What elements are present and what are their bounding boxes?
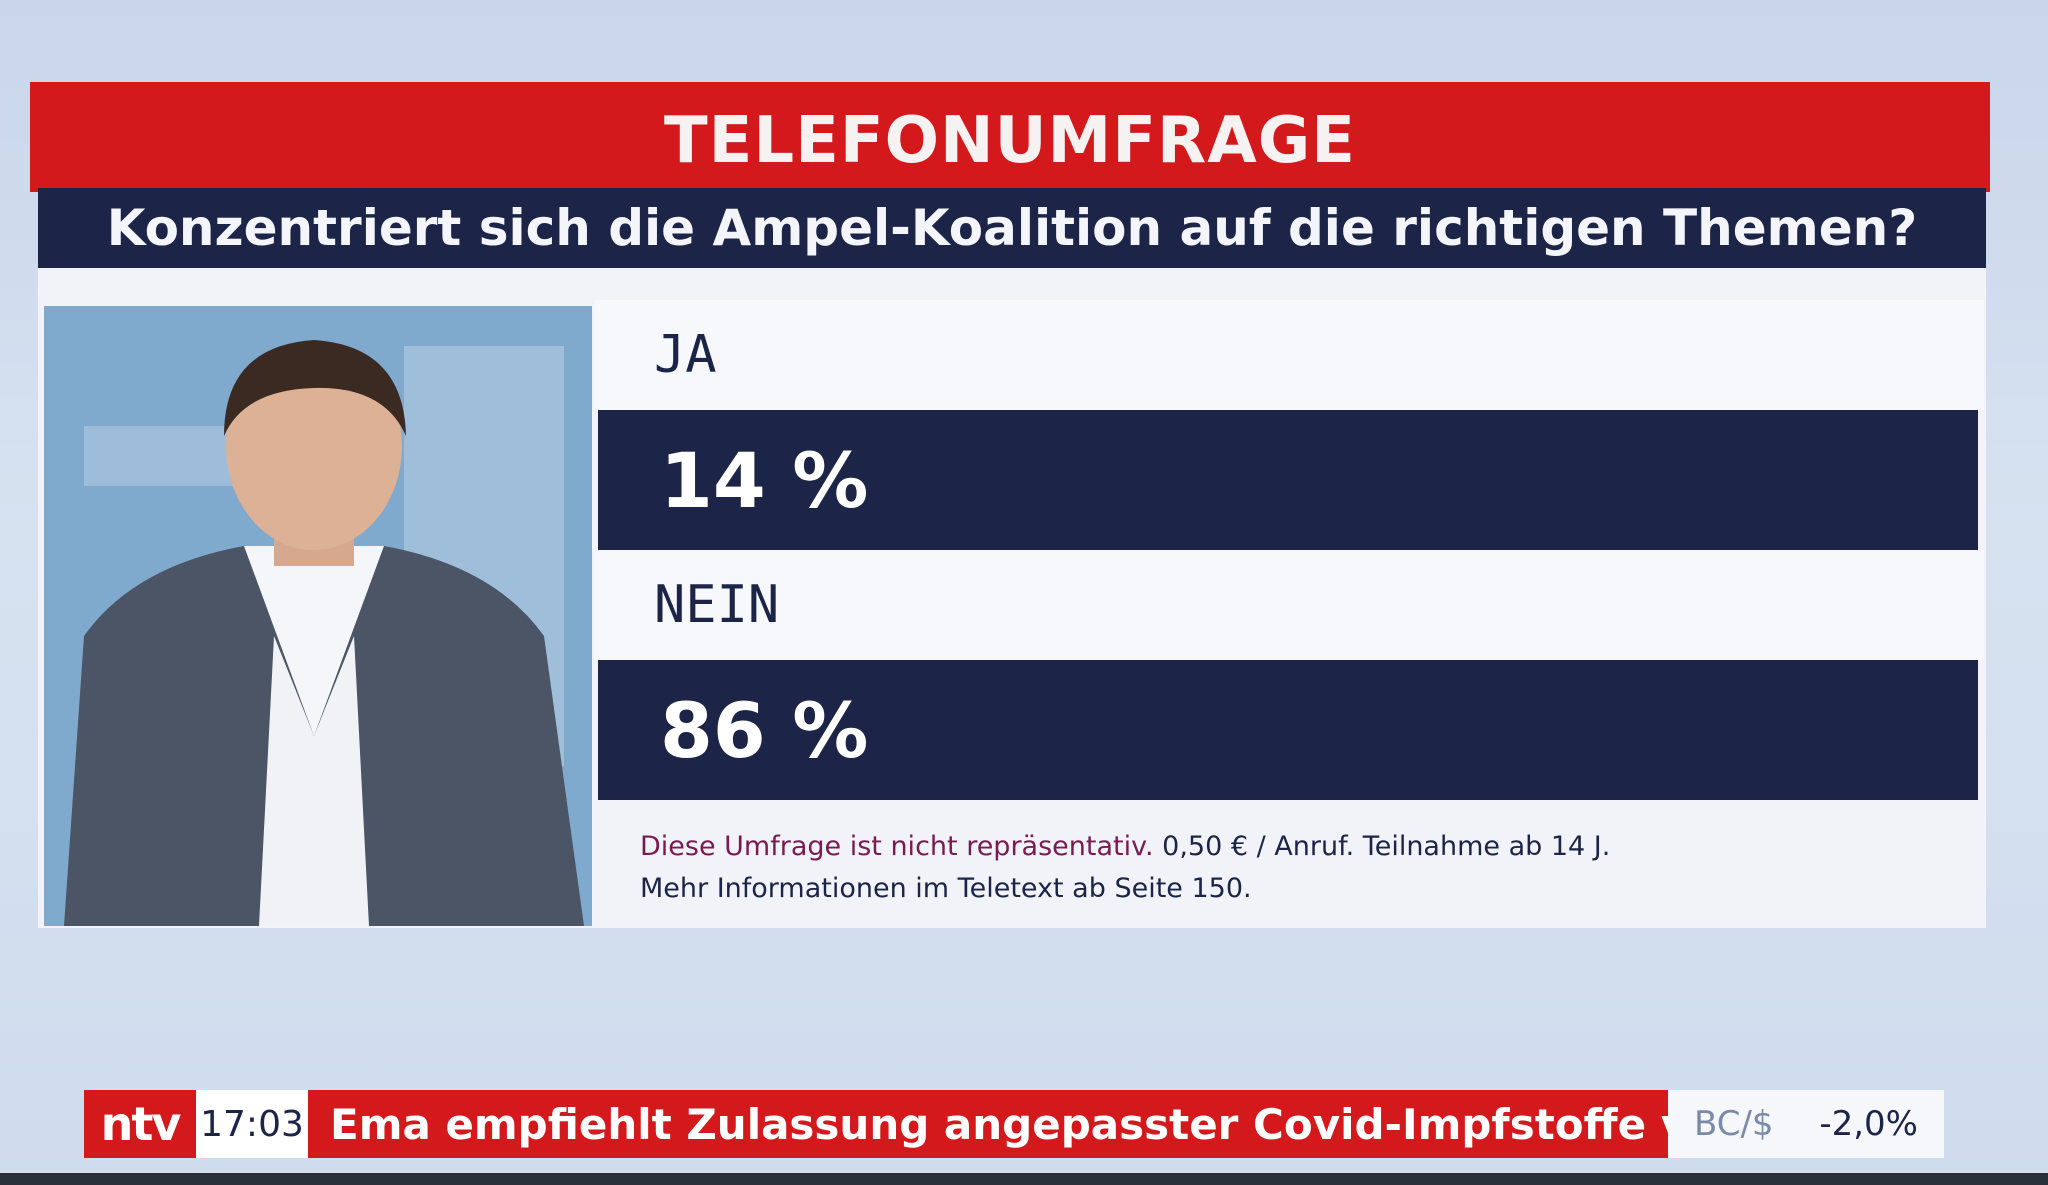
ntv-logo: ntv [84, 1090, 196, 1158]
screen-bezel [0, 1173, 2048, 1185]
option-label-ja: JA [654, 325, 717, 385]
disclaimer-rest: 0,50 € / Anruf. Teilnahme ab 14 J. [1153, 831, 1611, 862]
presenter-illustration [44, 306, 592, 926]
market-symbol: BC/$ [1694, 1104, 1774, 1144]
poll-question: Konzentriert sich die Ampel-Koalition au… [106, 199, 1918, 257]
option-fill-ja [598, 410, 792, 550]
option-bar-ja: 14 % [598, 410, 1978, 550]
option-value-ja: 14 % [660, 435, 869, 525]
poll-title: TELEFONUMFRAGE [664, 104, 1356, 178]
disclaimer-line-1: Diese Umfrage ist nicht repräsentativ. 0… [640, 826, 1940, 868]
poll-title-bar: TELEFONUMFRAGE [30, 82, 1990, 192]
poll-disclaimer: Diese Umfrage ist nicht repräsentativ. 0… [640, 826, 1940, 910]
ticker-clock: 17:03 [196, 1090, 308, 1158]
market-change: -2,0% [1819, 1104, 1918, 1144]
disclaimer-line-2: Mehr Informationen im Teletext ab Seite … [640, 873, 1252, 904]
ticker-headline: Ema empfiehlt Zulassung angepasster Covi… [308, 1090, 1668, 1158]
poll-options: JA 14 % NEIN 86 % [594, 300, 1984, 926]
option-fill-nein [598, 660, 1785, 800]
poll-question-bar: Konzentriert sich die Ampel-Koalition au… [38, 188, 1986, 268]
option-label-row: JA [594, 300, 1984, 410]
option-label-nein: NEIN [654, 575, 780, 635]
option-label-row: NEIN [594, 550, 1984, 660]
presenter-image [44, 306, 592, 926]
market-ticker: BC/$ -2,0% [1668, 1090, 1944, 1158]
news-ticker: ntv 17:03 Ema empfiehlt Zulassung angepa… [84, 1090, 1944, 1158]
disclaimer-highlight: Diese Umfrage ist nicht repräsentativ. [640, 831, 1154, 862]
option-value-nein: 86 % [660, 685, 869, 775]
option-bar-nein: 86 % [598, 660, 1978, 800]
